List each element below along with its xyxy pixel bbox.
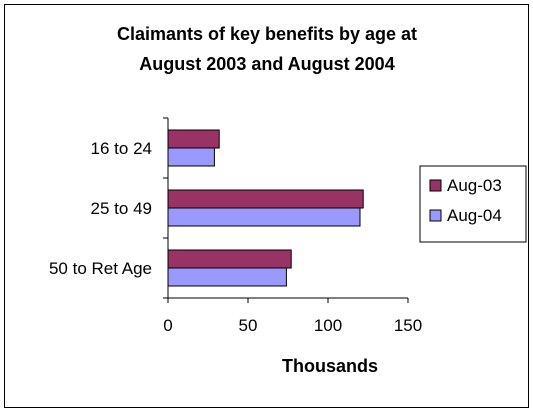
bar-aug-03-25-to-49 (167, 189, 364, 209)
x-tick-label: 0 (163, 316, 172, 335)
legend: Aug-03 Aug-04 (419, 165, 527, 243)
chart-title-line-2: August 2003 and August 2004 (139, 54, 394, 74)
y-tick-group: 16 to 24 25 to 49 50 to Ret Age (49, 117, 168, 299)
y-tick-label: 16 to 24 (91, 139, 152, 158)
legend-swatch-aug-04 (429, 209, 442, 222)
chart-title-line-1: Claimants of key benefits by age at (117, 24, 417, 44)
bar-aug-04-16-to-24 (167, 147, 215, 167)
bar-aug-04-50-to-ret-age (167, 267, 287, 287)
legend-label-aug-03: Aug-03 (447, 176, 502, 195)
x-tick-group: 0 50 100 150 (163, 298, 422, 335)
bar-aug-03-50-to-ret-age (167, 249, 292, 269)
x-axis-title: Thousands (282, 356, 378, 376)
bar-aug-04-25-to-49 (167, 207, 361, 227)
x-tick-label: 150 (394, 316, 422, 335)
x-tick-label: 50 (239, 316, 258, 335)
bar-aug-03-16-to-24 (167, 129, 220, 149)
x-tick-label: 100 (314, 316, 342, 335)
bar-group (167, 129, 364, 287)
legend-label-aug-04: Aug-04 (447, 206, 502, 225)
y-tick-label: 50 to Ret Age (49, 259, 152, 278)
legend-swatch-aug-03 (429, 179, 442, 192)
y-tick-label: 25 to 49 (91, 199, 152, 218)
legend-box (419, 165, 527, 243)
